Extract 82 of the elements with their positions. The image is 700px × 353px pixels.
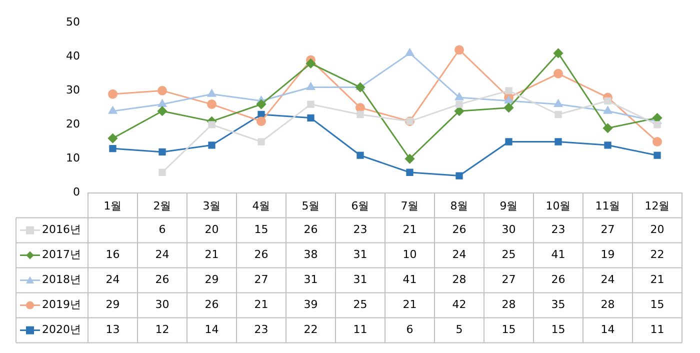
data-label: 21 bbox=[650, 273, 664, 286]
data-label: 24 bbox=[106, 273, 120, 286]
data-label: 23 bbox=[551, 223, 566, 236]
data-label: 15 bbox=[254, 223, 268, 236]
data-label: 21 bbox=[402, 223, 417, 236]
data-label: 38 bbox=[304, 248, 318, 262]
x-tick-label: 3월 bbox=[202, 199, 221, 212]
x-tick-label: 10월 bbox=[546, 199, 571, 212]
data-label: 41 bbox=[551, 248, 566, 262]
x-tick-label: 4월 bbox=[252, 199, 270, 212]
y-tick-label: 30 bbox=[66, 84, 80, 97]
data-label: 30 bbox=[155, 298, 170, 312]
x-tick-label: 6월 bbox=[351, 199, 370, 212]
data-label: 14 bbox=[600, 323, 615, 336]
x-tick-label: 5월 bbox=[302, 199, 320, 212]
x-tick-label: 2월 bbox=[153, 199, 172, 212]
data-label: 25 bbox=[353, 298, 368, 312]
data-label: 10 bbox=[402, 248, 417, 262]
data-label: 41 bbox=[402, 273, 417, 286]
data-label: 35 bbox=[551, 298, 566, 312]
data-label: 27 bbox=[254, 273, 268, 286]
y-tick-label: 0 bbox=[73, 186, 80, 199]
data-label: 26 bbox=[551, 273, 566, 286]
data-label: 16 bbox=[106, 248, 120, 262]
legend-label: 2020년 bbox=[42, 323, 81, 336]
data-label: 31 bbox=[353, 248, 368, 262]
data-label: 24 bbox=[600, 273, 615, 286]
data-label: 21 bbox=[254, 298, 268, 312]
data-label: 42 bbox=[452, 298, 466, 312]
data-label: 23 bbox=[254, 323, 268, 336]
data-label: 26 bbox=[452, 223, 466, 236]
legend-label: 2019년 bbox=[42, 298, 81, 312]
data-label: 22 bbox=[650, 248, 664, 262]
legend-label: 2018년 bbox=[42, 273, 81, 286]
data-label: 26 bbox=[254, 248, 268, 262]
data-label: 22 bbox=[304, 323, 318, 336]
data-label: 29 bbox=[204, 273, 219, 286]
data-label: 21 bbox=[204, 248, 219, 262]
y-tick-label: 50 bbox=[66, 15, 80, 28]
data-label: 27 bbox=[600, 223, 615, 236]
data-label: 11 bbox=[353, 323, 368, 336]
x-tick-label: 8월 bbox=[450, 199, 468, 212]
x-tick-label: 7월 bbox=[400, 199, 419, 212]
data-label: 19 bbox=[600, 248, 615, 262]
data-label: 26 bbox=[304, 223, 318, 236]
data-label: 5 bbox=[456, 323, 463, 336]
data-label: 6 bbox=[158, 223, 166, 236]
data-label: 12 bbox=[155, 323, 170, 336]
data-label: 11 bbox=[650, 323, 664, 336]
data-label: 20 bbox=[650, 223, 664, 236]
data-label: 24 bbox=[452, 248, 466, 262]
data-label: 39 bbox=[304, 298, 318, 312]
x-tick-label: 9월 bbox=[500, 199, 518, 212]
y-tick-label: 10 bbox=[66, 152, 80, 165]
data-label: 24 bbox=[155, 248, 170, 262]
data-label: 26 bbox=[204, 298, 219, 312]
data-label: 6 bbox=[406, 323, 414, 336]
x-tick-label: 11월 bbox=[595, 199, 620, 212]
data-label: 28 bbox=[600, 298, 615, 312]
data-label: 20 bbox=[204, 223, 219, 236]
data-label: 13 bbox=[106, 323, 120, 336]
y-tick-label: 20 bbox=[66, 118, 80, 131]
legend-label: 2016년 bbox=[42, 223, 81, 236]
data-label: 31 bbox=[304, 273, 318, 286]
data-label: 30 bbox=[502, 223, 516, 236]
data-label: 25 bbox=[502, 248, 516, 262]
legend-label: 2017년 bbox=[42, 248, 81, 262]
data-label: 31 bbox=[353, 273, 368, 286]
data-label: 14 bbox=[204, 323, 219, 336]
data-label: 27 bbox=[502, 273, 516, 286]
data-label: 28 bbox=[502, 298, 516, 312]
data-label: 15 bbox=[650, 298, 664, 312]
data-label: 15 bbox=[502, 323, 516, 336]
data-label: 23 bbox=[353, 223, 368, 236]
x-tick-label: 1월 bbox=[104, 199, 122, 212]
data-label: 28 bbox=[452, 273, 466, 286]
data-label: 15 bbox=[551, 323, 566, 336]
data-label: 29 bbox=[106, 298, 120, 312]
data-label: 21 bbox=[402, 298, 417, 312]
x-tick-label: 12월 bbox=[644, 199, 670, 212]
y-tick-label: 40 bbox=[66, 50, 80, 62]
data-label: 26 bbox=[155, 273, 170, 286]
